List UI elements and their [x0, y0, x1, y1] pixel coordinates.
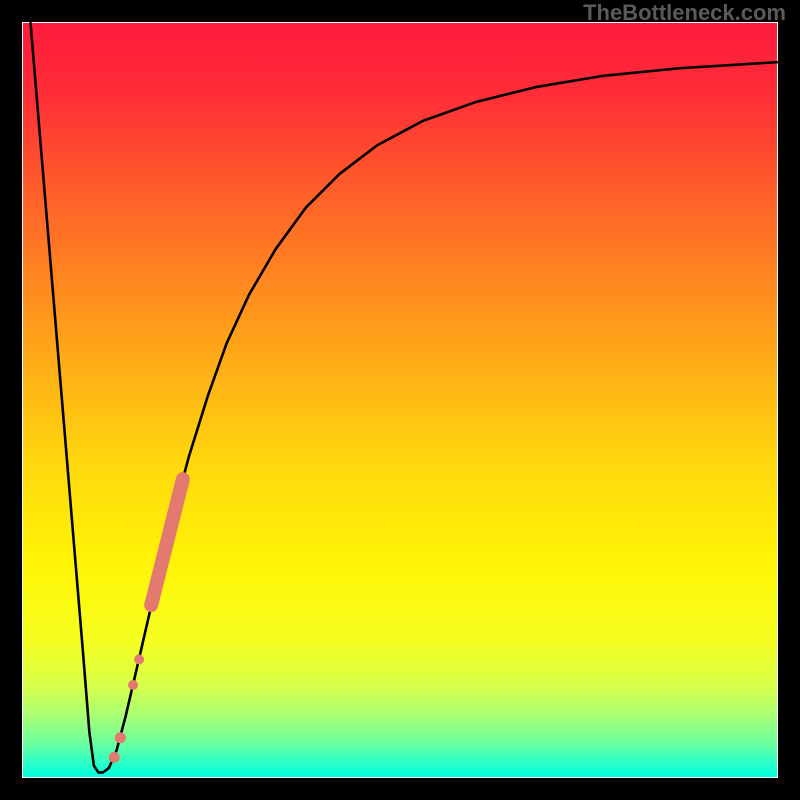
watermark-text: TheBottleneck.com [583, 0, 786, 26]
chart-frame: TheBottleneck.com [0, 0, 800, 800]
bottleneck-chart [0, 0, 800, 800]
